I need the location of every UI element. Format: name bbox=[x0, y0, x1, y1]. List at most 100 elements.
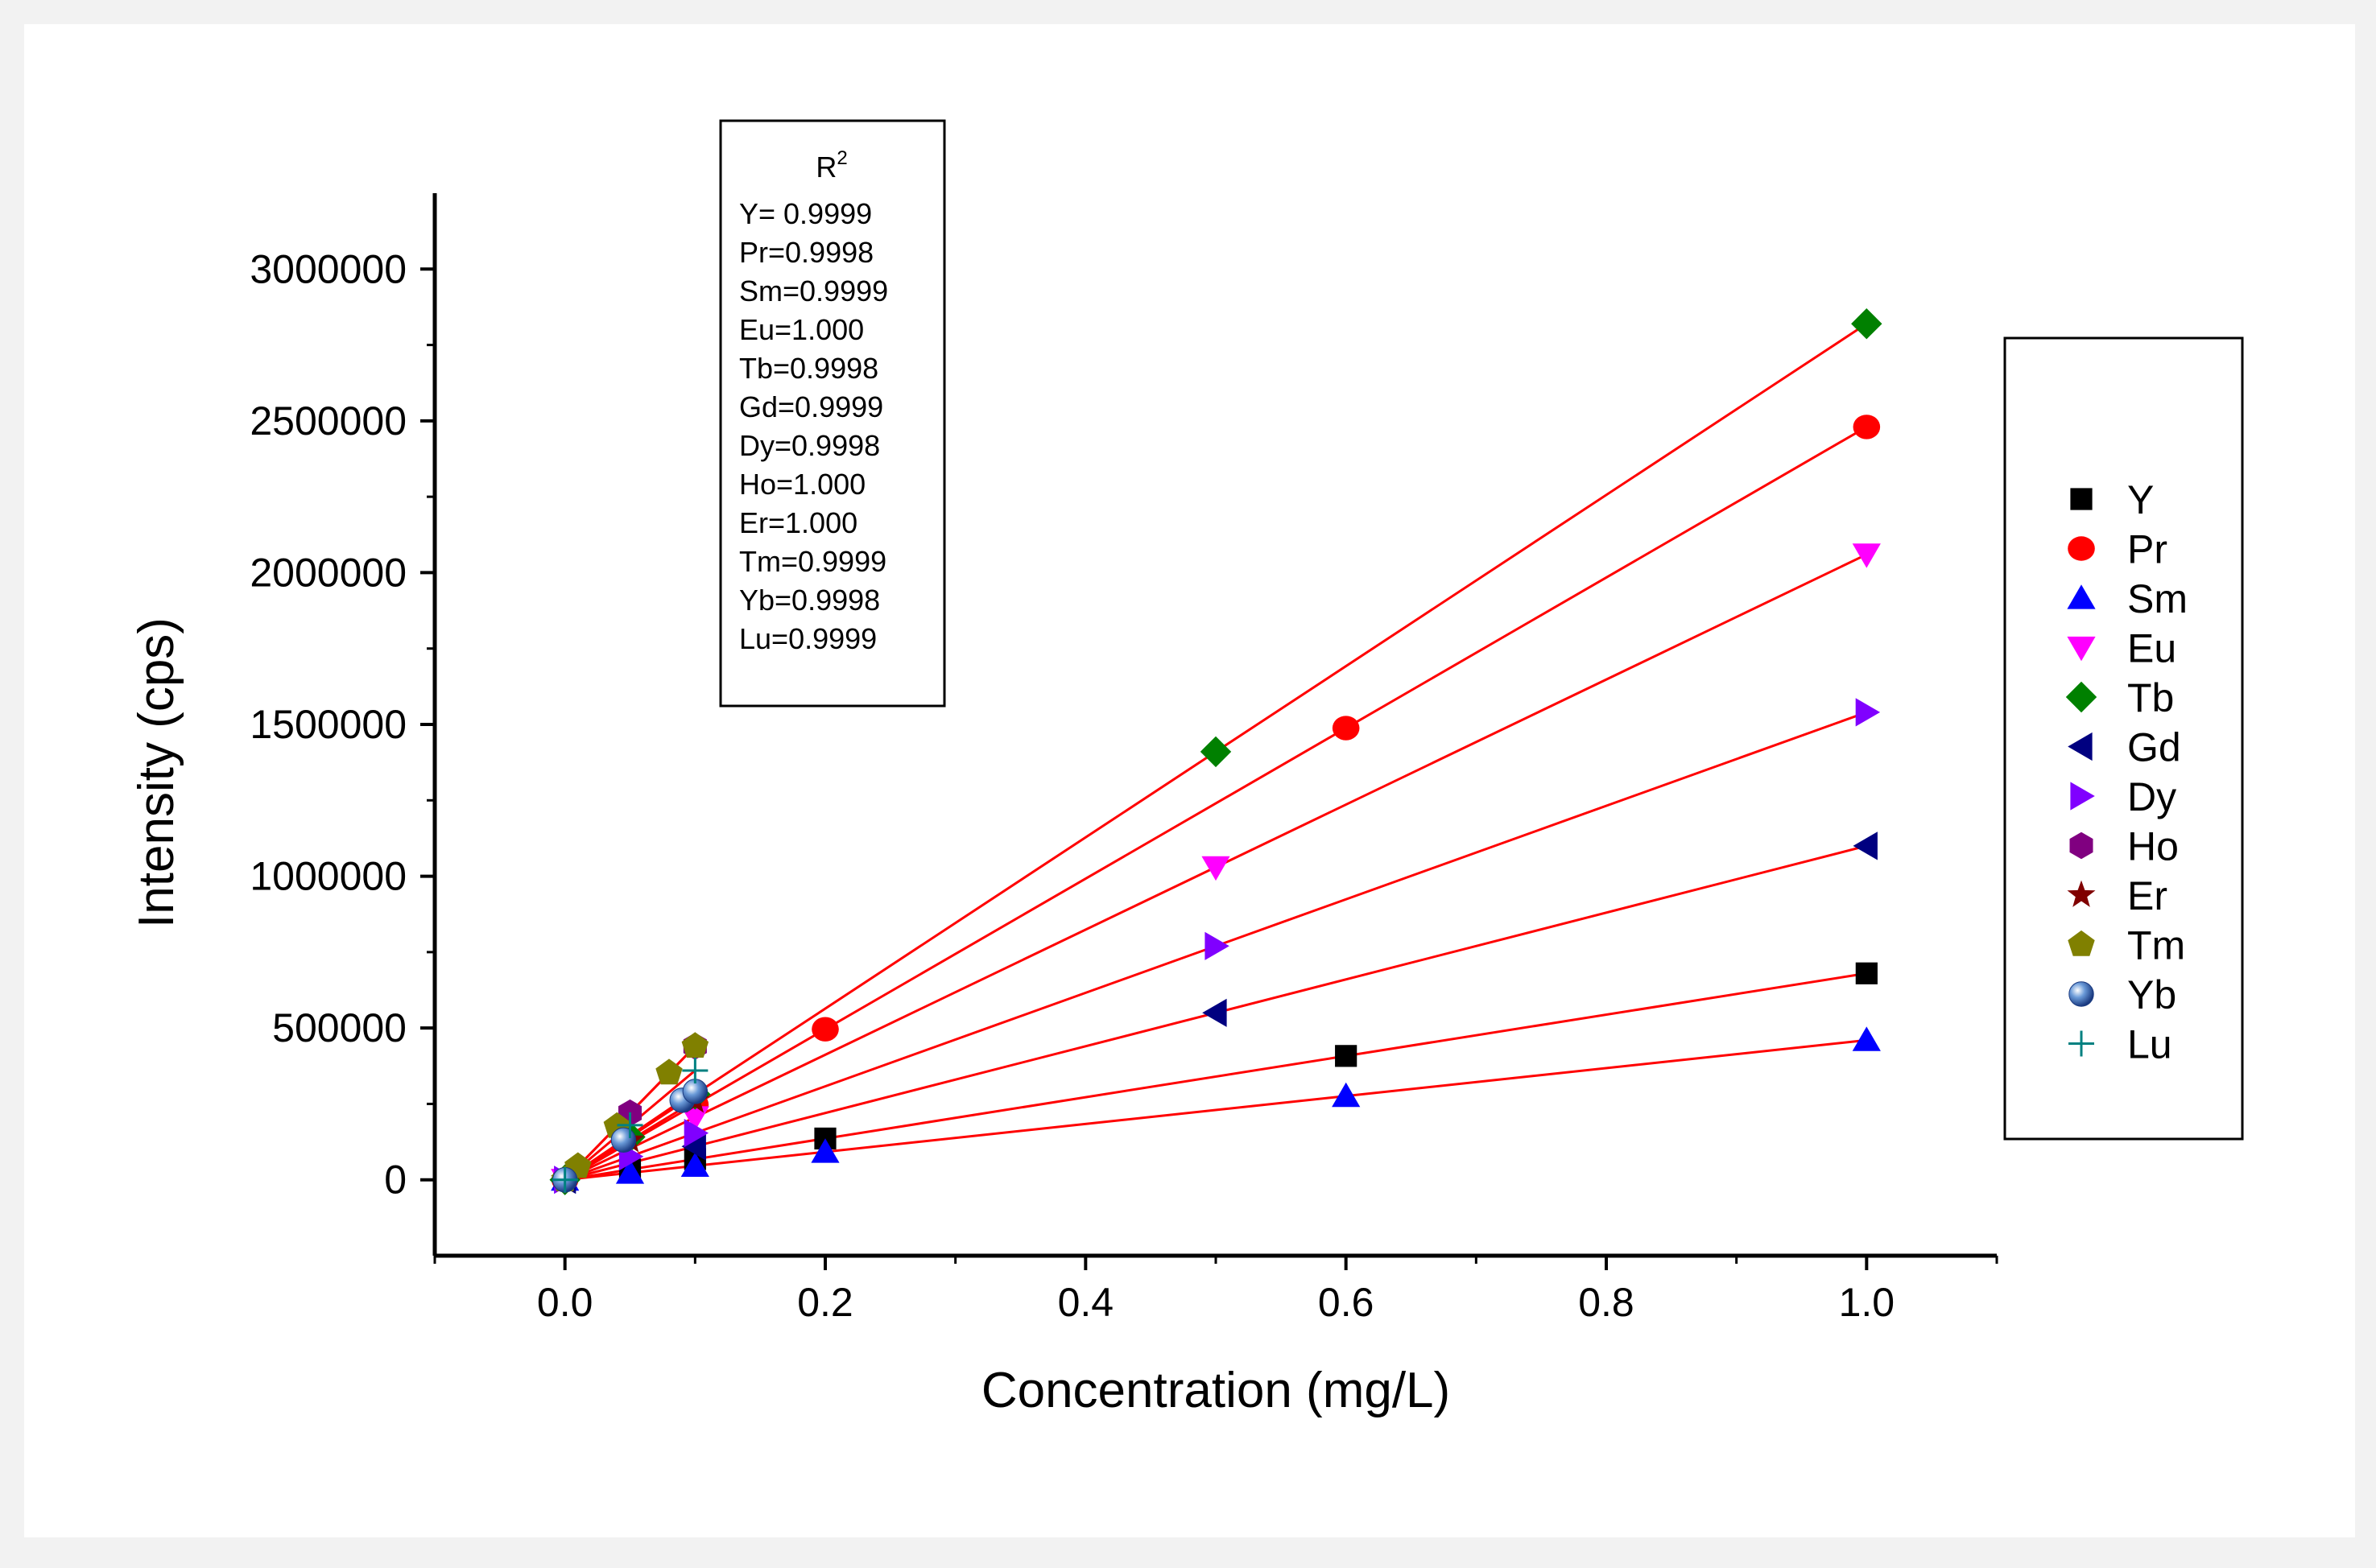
legend-label: Y bbox=[2127, 477, 2154, 522]
y-tick-label: 0 bbox=[384, 1157, 407, 1203]
legend-item-ho: Ho bbox=[2069, 824, 2179, 869]
r2-line: Y= 0.9999 bbox=[739, 197, 872, 230]
r2-line: Dy=0.9998 bbox=[739, 429, 880, 462]
r2-line: Yb=0.9998 bbox=[739, 584, 880, 617]
data-point-gd bbox=[1853, 831, 1878, 860]
r2-line: Lu=0.9999 bbox=[739, 622, 877, 655]
chart-svg: 0 500000 1000000 1500000 2000000 2500000 30000… bbox=[129, 119, 2244, 1418]
data-point-sm bbox=[811, 1138, 840, 1163]
legend-item-tm: Tm bbox=[2068, 923, 2185, 968]
legend-marker-pr bbox=[2068, 536, 2095, 561]
x-tick-label: 0.8 bbox=[1578, 1280, 1634, 1325]
r2-box-title: R2 bbox=[816, 147, 847, 184]
r2-box-frame bbox=[719, 119, 946, 708]
x-tick-label: 0.2 bbox=[797, 1280, 853, 1325]
legend-item-yb: Yb bbox=[2068, 972, 2176, 1017]
data-point-y bbox=[1335, 1045, 1357, 1067]
legend-label: Tm bbox=[2127, 923, 2185, 968]
legend-label: Tb bbox=[2127, 675, 2174, 720]
r2-line: Eu=1.000 bbox=[739, 313, 864, 346]
data-point-dy bbox=[1855, 698, 1881, 727]
y-tick-label: 500000 bbox=[272, 1005, 407, 1050]
legend-marker-gd bbox=[2068, 732, 2093, 761]
data-point-lu bbox=[682, 1057, 709, 1083]
fit-line-sm bbox=[564, 1038, 1867, 1182]
legend-label: Yb bbox=[2127, 972, 2176, 1017]
legend-label: Er bbox=[2127, 873, 2167, 918]
r2-line: Sm=0.9999 bbox=[739, 274, 888, 307]
legend-marker-dy bbox=[2070, 782, 2095, 811]
legend-item-y: Y bbox=[2070, 477, 2154, 522]
legend-item-lu: Lu bbox=[2068, 1022, 2172, 1067]
legend-item-dy: Dy bbox=[2070, 774, 2176, 819]
legend-item-pr: Pr bbox=[2068, 527, 2167, 572]
r2-line: Tm=0.9999 bbox=[739, 545, 886, 578]
legend-label: Pr bbox=[2127, 527, 2167, 572]
data-point-tb bbox=[1200, 736, 1232, 768]
legend-marker-lu bbox=[2068, 1030, 2094, 1057]
legend-label: Eu bbox=[2127, 626, 2176, 671]
legend-marker-tb bbox=[2065, 681, 2097, 713]
legend-item-sm: Sm bbox=[2067, 576, 2188, 621]
data-point-lu bbox=[617, 1112, 643, 1138]
data-point-lu bbox=[552, 1166, 578, 1193]
r2-line: Ho=1.000 bbox=[739, 468, 866, 501]
data-point-sm bbox=[615, 1159, 645, 1184]
legend-marker-y bbox=[2070, 488, 2093, 510]
data-point-y bbox=[1855, 962, 1878, 984]
data-point-sm bbox=[680, 1152, 709, 1177]
data-point-pr bbox=[812, 1017, 839, 1042]
r2-line: Pr=0.9998 bbox=[739, 236, 874, 269]
y-tick-label: 1000000 bbox=[250, 854, 407, 899]
legend-marker-yb bbox=[2068, 981, 2094, 1007]
legend-label: Lu bbox=[2127, 1022, 2172, 1067]
legend-marker-ho bbox=[2069, 831, 2093, 860]
data-point-dy bbox=[1205, 931, 1229, 960]
r2-box: R2 Y= 0.9999 Pr=0.9998 Sm=0.9999 Eu=1.000 Tb… bbox=[719, 119, 946, 708]
legend-marker-er bbox=[2067, 880, 2096, 907]
data-markers bbox=[549, 308, 1882, 1195]
data-point-yb bbox=[610, 1127, 637, 1153]
x-axis-title: Concentration (mg/L) bbox=[981, 1363, 1450, 1418]
legend-label: Sm bbox=[2127, 576, 2188, 621]
legend-marker-tm bbox=[2068, 930, 2095, 956]
legend-label: Dy bbox=[2127, 774, 2176, 819]
data-point-gd bbox=[1202, 998, 1227, 1027]
data-point-eu bbox=[680, 1106, 709, 1131]
r2-line: Tb=0.9998 bbox=[739, 352, 878, 385]
legend-frame bbox=[2003, 336, 2244, 1141]
data-point-sm bbox=[1852, 1026, 1881, 1051]
x-tick-label: 0.4 bbox=[1058, 1280, 1114, 1325]
x-tick-label: 1.0 bbox=[1839, 1280, 1895, 1325]
legend-item-gd: Gd bbox=[2068, 725, 2181, 770]
x-tick-label: 0.0 bbox=[537, 1280, 593, 1325]
data-point-pr bbox=[1853, 415, 1881, 439]
chart-frame: 0 500000 1000000 1500000 2000000 2500000 30000… bbox=[24, 24, 2355, 1537]
fit-line-y bbox=[564, 972, 1867, 1182]
y-tick-label: 1500000 bbox=[250, 702, 407, 747]
y-axis-title: Intensity (cps) bbox=[129, 617, 184, 928]
data-point-tm bbox=[655, 1058, 683, 1085]
legend-item-tb: Tb bbox=[2065, 675, 2174, 720]
x-tick-label: 0.6 bbox=[1318, 1280, 1374, 1325]
r2-line: Er=1.000 bbox=[739, 506, 857, 539]
y-tick-label: 2000000 bbox=[250, 550, 407, 595]
legend-label: Ho bbox=[2127, 824, 2179, 869]
legend-marker-eu bbox=[2067, 636, 2096, 662]
data-point-tm bbox=[681, 1032, 709, 1058]
data-point-eu bbox=[1852, 543, 1881, 568]
data-point-dy bbox=[684, 1119, 709, 1148]
y-tick-label: 3000000 bbox=[250, 246, 407, 291]
r2-line: Gd=0.9999 bbox=[739, 390, 883, 423]
legend-marker-sm bbox=[2067, 584, 2096, 609]
legend-item-eu: Eu bbox=[2067, 626, 2176, 671]
legend-item-er: Er bbox=[2067, 873, 2167, 918]
legend-label: Gd bbox=[2127, 725, 2181, 770]
fit-line-pr bbox=[564, 426, 1868, 1182]
data-point-gd bbox=[681, 1132, 706, 1161]
data-point-pr bbox=[1332, 716, 1360, 741]
data-point-sm bbox=[1332, 1082, 1361, 1108]
y-tick-label: 2500000 bbox=[250, 398, 407, 444]
axes: 0 500000 1000000 1500000 2000000 2500000 30000… bbox=[250, 193, 1998, 1325]
